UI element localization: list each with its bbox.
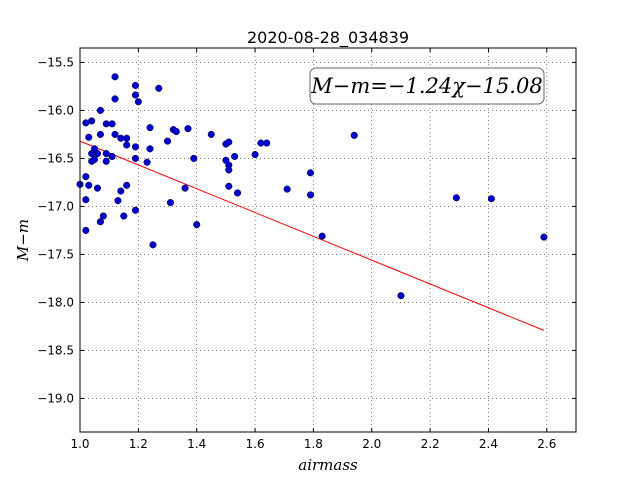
fit-line bbox=[79, 140, 545, 331]
x-tick-label: 2.4 bbox=[479, 437, 498, 451]
data-point bbox=[108, 152, 116, 161]
x-axis-label: airmass bbox=[298, 456, 358, 474]
x-axis-ticks: 1.0 1.2 1.4 1.6 1.8 2.0 2.2 2.4 2.6 bbox=[70, 48, 556, 451]
data-point bbox=[131, 206, 139, 214]
data-point bbox=[131, 81, 139, 89]
x-tick-label: 2.2 bbox=[421, 437, 440, 451]
x-tick-label: 1.2 bbox=[129, 437, 148, 451]
data-point bbox=[131, 154, 139, 162]
data-point bbox=[452, 194, 460, 202]
data-point bbox=[146, 124, 154, 132]
data-point bbox=[397, 292, 405, 300]
data-point bbox=[225, 166, 233, 174]
data-point bbox=[96, 218, 104, 226]
y-tick-label: −15.5 bbox=[37, 55, 74, 69]
data-point bbox=[91, 155, 99, 163]
y-axis-label: M−m bbox=[14, 219, 32, 262]
data-points bbox=[76, 73, 548, 300]
x-tick-label: 1.4 bbox=[187, 437, 206, 451]
data-point bbox=[108, 120, 116, 128]
y-tick-label: −16.0 bbox=[37, 103, 74, 117]
data-point bbox=[82, 196, 90, 204]
data-point bbox=[99, 212, 107, 220]
data-point bbox=[82, 226, 90, 234]
y-tick-label: −19.0 bbox=[37, 391, 74, 405]
y-tick-label: −16.5 bbox=[37, 151, 74, 165]
data-point bbox=[131, 91, 139, 99]
y-tick-label: −18.5 bbox=[37, 343, 74, 357]
data-point bbox=[172, 127, 180, 136]
y-tick-label: −18.0 bbox=[37, 295, 74, 309]
chart-title: 2020-08-28_034839 bbox=[247, 28, 409, 48]
data-point bbox=[263, 139, 271, 147]
data-point bbox=[149, 241, 157, 249]
data-point bbox=[85, 133, 93, 141]
x-tick-label: 1.6 bbox=[246, 437, 265, 451]
y-tick-label: −17.0 bbox=[37, 199, 74, 213]
data-point bbox=[102, 150, 110, 158]
y-tick-label: −17.5 bbox=[37, 247, 74, 261]
data-point bbox=[251, 151, 259, 159]
data-point bbox=[117, 187, 125, 195]
annotation-box bbox=[309, 67, 545, 105]
data-point bbox=[283, 185, 291, 193]
y-axis-ticks: −15.5 −16.0 −16.5 −17.0 −17.5 −18.0 −18.5 −19.0 bbox=[37, 55, 576, 405]
fit-equation: M−m=−1.24χ−15.08 bbox=[310, 74, 542, 98]
data-point bbox=[123, 181, 131, 189]
fit-layer bbox=[79, 140, 545, 331]
data-point bbox=[123, 141, 131, 149]
x-tick-label: 1.8 bbox=[304, 437, 323, 451]
data-point bbox=[318, 232, 326, 240]
data-point bbox=[184, 125, 192, 133]
data-point bbox=[134, 98, 142, 106]
data-point bbox=[350, 131, 358, 139]
data-point bbox=[114, 197, 122, 205]
data-point bbox=[225, 138, 233, 146]
plot-area bbox=[80, 48, 576, 432]
data-point bbox=[146, 145, 154, 153]
data-point bbox=[540, 233, 548, 241]
data-point bbox=[193, 221, 201, 229]
data-point bbox=[93, 184, 102, 192]
data-point bbox=[102, 157, 110, 165]
data-point bbox=[487, 195, 495, 203]
data-point bbox=[234, 189, 242, 197]
plot-frame bbox=[79, 47, 577, 433]
data-point bbox=[190, 154, 198, 162]
data-point bbox=[306, 191, 315, 199]
data-point bbox=[231, 152, 239, 161]
x-tick-label: 2.0 bbox=[362, 437, 381, 451]
data-point bbox=[85, 181, 93, 189]
data-point bbox=[82, 173, 90, 181]
data-point bbox=[225, 182, 233, 190]
data-point bbox=[155, 84, 163, 92]
data-point bbox=[96, 130, 104, 138]
data-point bbox=[120, 212, 128, 220]
data-point bbox=[163, 137, 172, 145]
data-point bbox=[88, 117, 96, 125]
data-point bbox=[111, 130, 119, 138]
data-point bbox=[111, 95, 119, 103]
data-point bbox=[306, 169, 315, 177]
data-point bbox=[166, 199, 174, 207]
data-point bbox=[207, 130, 215, 138]
data-point bbox=[131, 143, 139, 151]
data-point bbox=[88, 150, 96, 158]
data-point bbox=[181, 184, 189, 192]
grid bbox=[79, 48, 576, 432]
data-point bbox=[96, 106, 104, 114]
x-tick-label: 2.6 bbox=[537, 437, 556, 451]
data-point bbox=[143, 158, 151, 166]
x-tick-label: 1.0 bbox=[70, 437, 89, 451]
data-point bbox=[111, 73, 119, 81]
data-point bbox=[123, 134, 131, 142]
